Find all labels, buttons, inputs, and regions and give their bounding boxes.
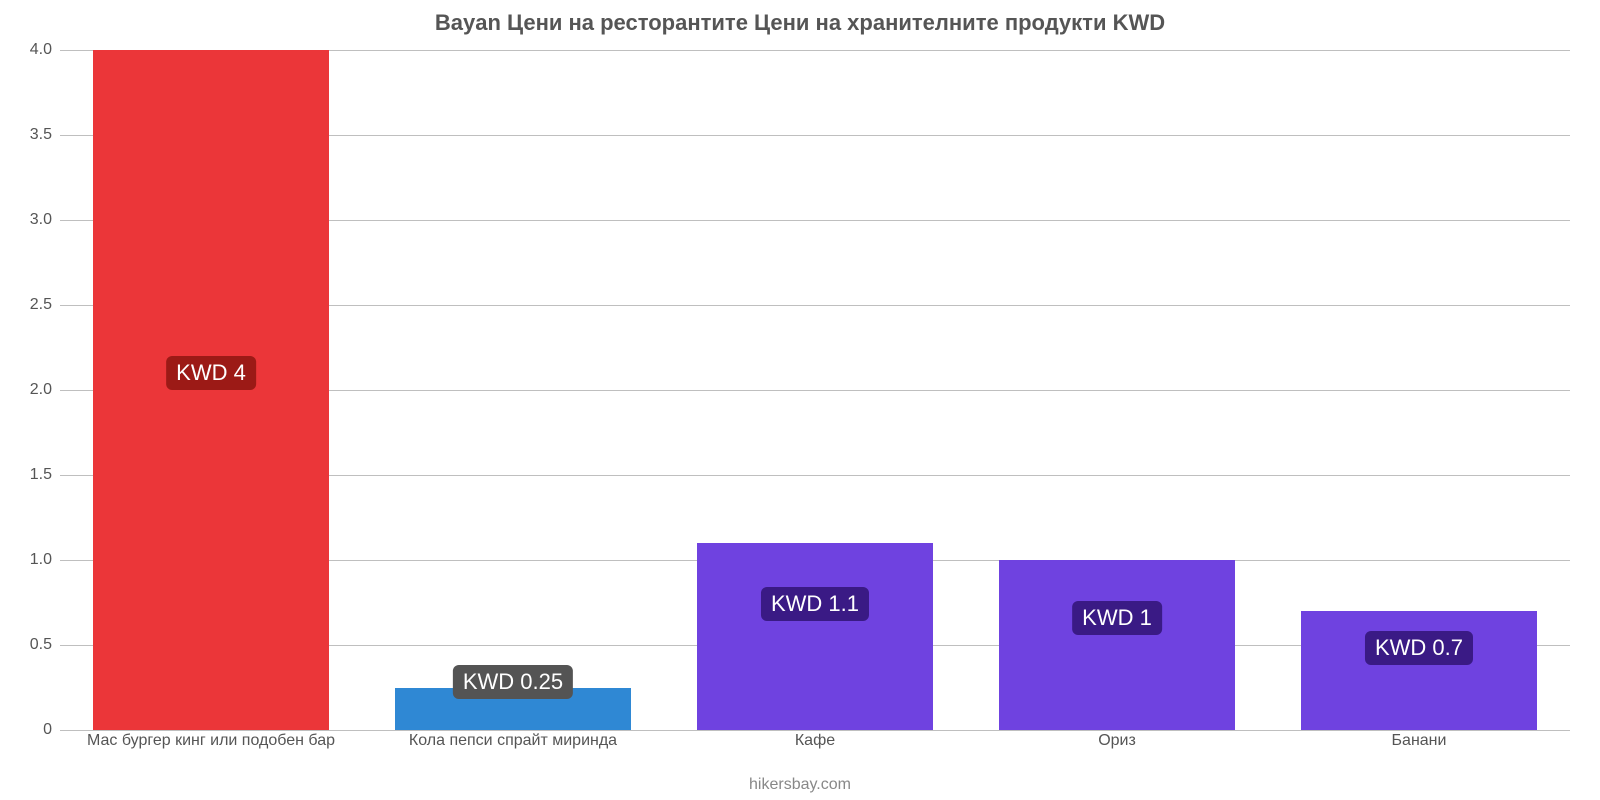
value-badge: KWD 0.25 <box>453 665 573 699</box>
y-tick-label: 0 <box>43 721 52 739</box>
y-tick-label: 2.5 <box>30 296 52 314</box>
x-tick-label: Ориз <box>966 732 1268 750</box>
bar <box>1301 611 1537 730</box>
x-axis-labels: Мас бургер кинг или подобен барКола пепс… <box>60 732 1570 750</box>
y-tick-label: 3.5 <box>30 126 52 144</box>
x-tick-label: Банани <box>1268 732 1570 750</box>
chart-title: Bayan Цени на ресторантите Цени на храни… <box>0 10 1600 36</box>
bar-slot: KWD 4 <box>60 50 362 730</box>
bars-container: KWD 4 KWD 0.25 KWD 1.1 KWD 1 KWD 0.7 <box>60 50 1570 730</box>
y-tick-label: 0.5 <box>30 636 52 654</box>
bar-slot: KWD 1.1 <box>664 50 966 730</box>
y-tick-label: 1.0 <box>30 551 52 569</box>
bar-slot: KWD 1 <box>966 50 1268 730</box>
grid-line <box>60 730 1570 731</box>
bar <box>999 560 1235 730</box>
value-badge: KWD 1 <box>1072 601 1162 635</box>
value-badge: KWD 4 <box>166 356 256 390</box>
x-tick-label: Кафе <box>664 732 966 750</box>
x-tick-label: Мас бургер кинг или подобен бар <box>60 732 362 750</box>
bar <box>697 543 933 730</box>
chart-footer: hikersbay.com <box>0 776 1600 794</box>
x-tick-label: Кола пепси спрайт миринда <box>362 732 664 750</box>
value-badge: KWD 0.7 <box>1365 631 1473 665</box>
value-badge: KWD 1.1 <box>761 587 869 621</box>
bar-slot: KWD 0.7 <box>1268 50 1570 730</box>
y-tick-label: 4.0 <box>30 41 52 59</box>
y-tick-label: 1.5 <box>30 466 52 484</box>
y-tick-label: 3.0 <box>30 211 52 229</box>
plot-area: 00.51.01.52.02.53.03.54.0 KWD 4KWD 0.25K… <box>60 50 1570 730</box>
bar-chart: Bayan Цени на ресторантите Цени на храни… <box>0 0 1600 800</box>
bar <box>93 50 329 730</box>
y-tick-label: 2.0 <box>30 381 52 399</box>
bar-slot: KWD 0.25 <box>362 50 664 730</box>
